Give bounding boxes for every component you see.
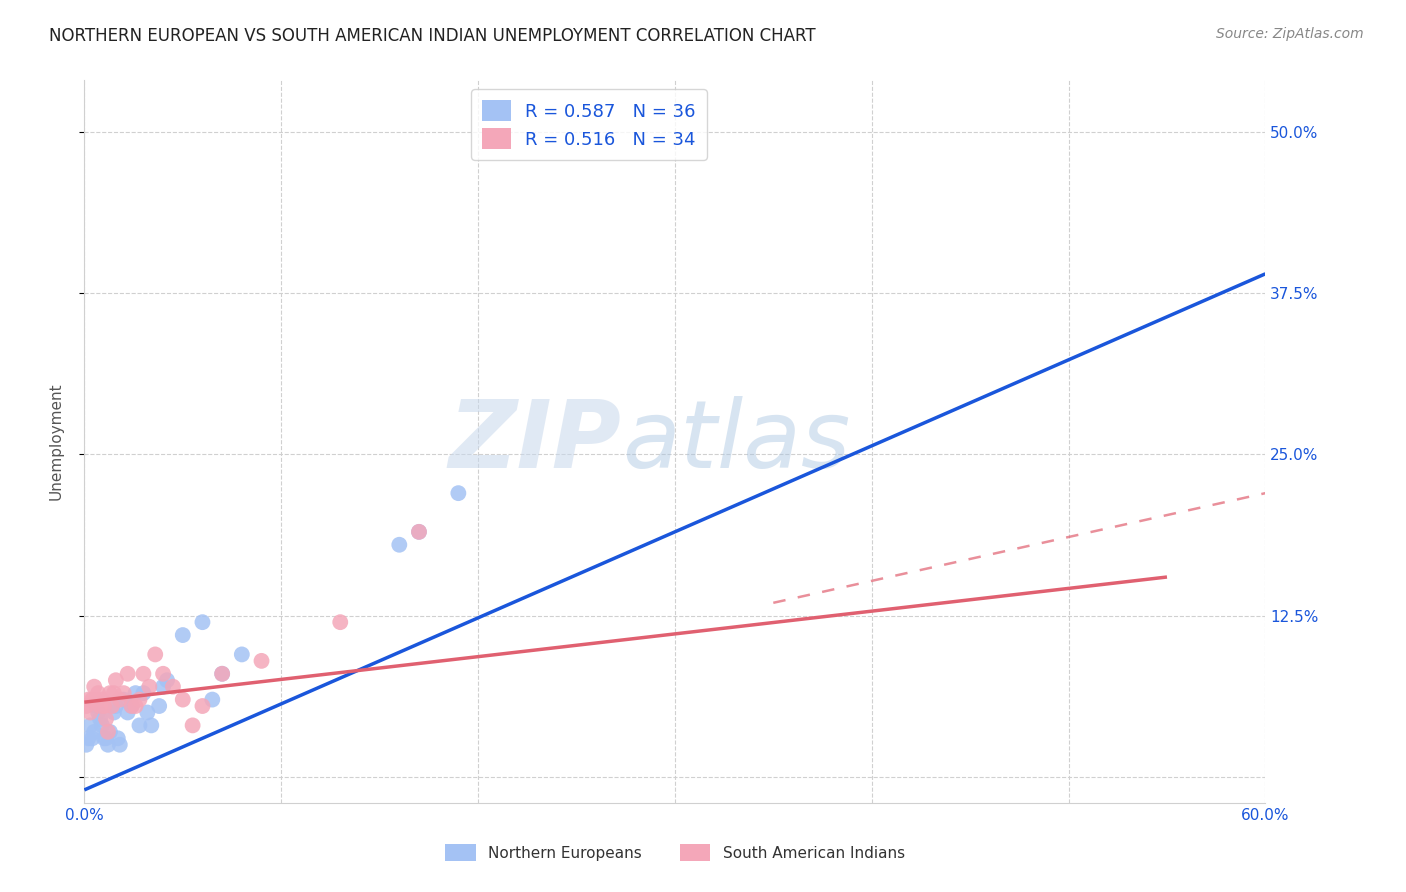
Point — [93, 731, 115, 746]
Point — [112, 692, 135, 706]
Point — [91, 718, 114, 732]
Point — [408, 524, 430, 539]
Point — [121, 699, 143, 714]
Point — [128, 692, 150, 706]
Point — [132, 686, 155, 700]
Point — [117, 666, 139, 681]
Point — [82, 731, 104, 746]
Point — [162, 680, 184, 694]
Point — [143, 648, 166, 662]
Point — [103, 706, 125, 720]
Point — [87, 706, 110, 720]
Point — [108, 692, 131, 706]
Legend: Northern Europeans, South American Indians: Northern Europeans, South American India… — [439, 838, 911, 867]
Point — [132, 666, 155, 681]
Point — [191, 615, 214, 630]
Point — [89, 712, 111, 726]
Point — [104, 673, 127, 688]
Point — [83, 724, 105, 739]
Point — [124, 699, 146, 714]
Text: atlas: atlas — [621, 396, 851, 487]
Point — [82, 692, 104, 706]
Point — [91, 692, 114, 706]
Point — [108, 738, 131, 752]
Point — [79, 718, 101, 732]
Point — [107, 731, 129, 746]
Point — [89, 699, 111, 714]
Point — [101, 699, 124, 714]
Text: ZIP: ZIP — [449, 395, 621, 488]
Point — [156, 673, 179, 688]
Point — [138, 680, 160, 694]
Point — [98, 686, 121, 700]
Point — [128, 718, 150, 732]
Point — [172, 692, 194, 706]
Point — [77, 731, 100, 746]
Y-axis label: Unemployment: Unemployment — [49, 383, 63, 500]
Point — [211, 666, 233, 681]
Point — [75, 738, 97, 752]
Point — [329, 615, 352, 630]
Point — [97, 724, 120, 739]
Point — [87, 686, 110, 700]
Point — [98, 724, 121, 739]
Point — [75, 699, 97, 714]
Point — [84, 699, 107, 714]
Point — [112, 686, 135, 700]
Point — [103, 686, 125, 700]
Point — [79, 706, 101, 720]
Point — [117, 706, 139, 720]
Point — [104, 699, 127, 714]
Point — [141, 718, 163, 732]
Text: Source: ZipAtlas.com: Source: ZipAtlas.com — [1216, 27, 1364, 41]
Point — [93, 699, 115, 714]
Point — [201, 692, 224, 706]
Point — [97, 738, 120, 752]
Point — [231, 648, 253, 662]
Point — [94, 712, 117, 726]
Point — [77, 692, 100, 706]
Point — [181, 718, 204, 732]
Point — [83, 680, 105, 694]
Point — [152, 666, 174, 681]
Point — [211, 666, 233, 681]
Point — [191, 699, 214, 714]
Point — [250, 654, 273, 668]
Point — [121, 699, 143, 714]
Point — [152, 680, 174, 694]
Text: NORTHERN EUROPEAN VS SOUTH AMERICAN INDIAN UNEMPLOYMENT CORRELATION CHART: NORTHERN EUROPEAN VS SOUTH AMERICAN INDI… — [49, 27, 815, 45]
Point — [172, 628, 194, 642]
Point — [447, 486, 470, 500]
Point — [94, 731, 117, 746]
Point — [408, 524, 430, 539]
Point — [148, 699, 170, 714]
Point — [136, 706, 159, 720]
Point — [388, 538, 411, 552]
Point — [124, 686, 146, 700]
Point — [84, 692, 107, 706]
